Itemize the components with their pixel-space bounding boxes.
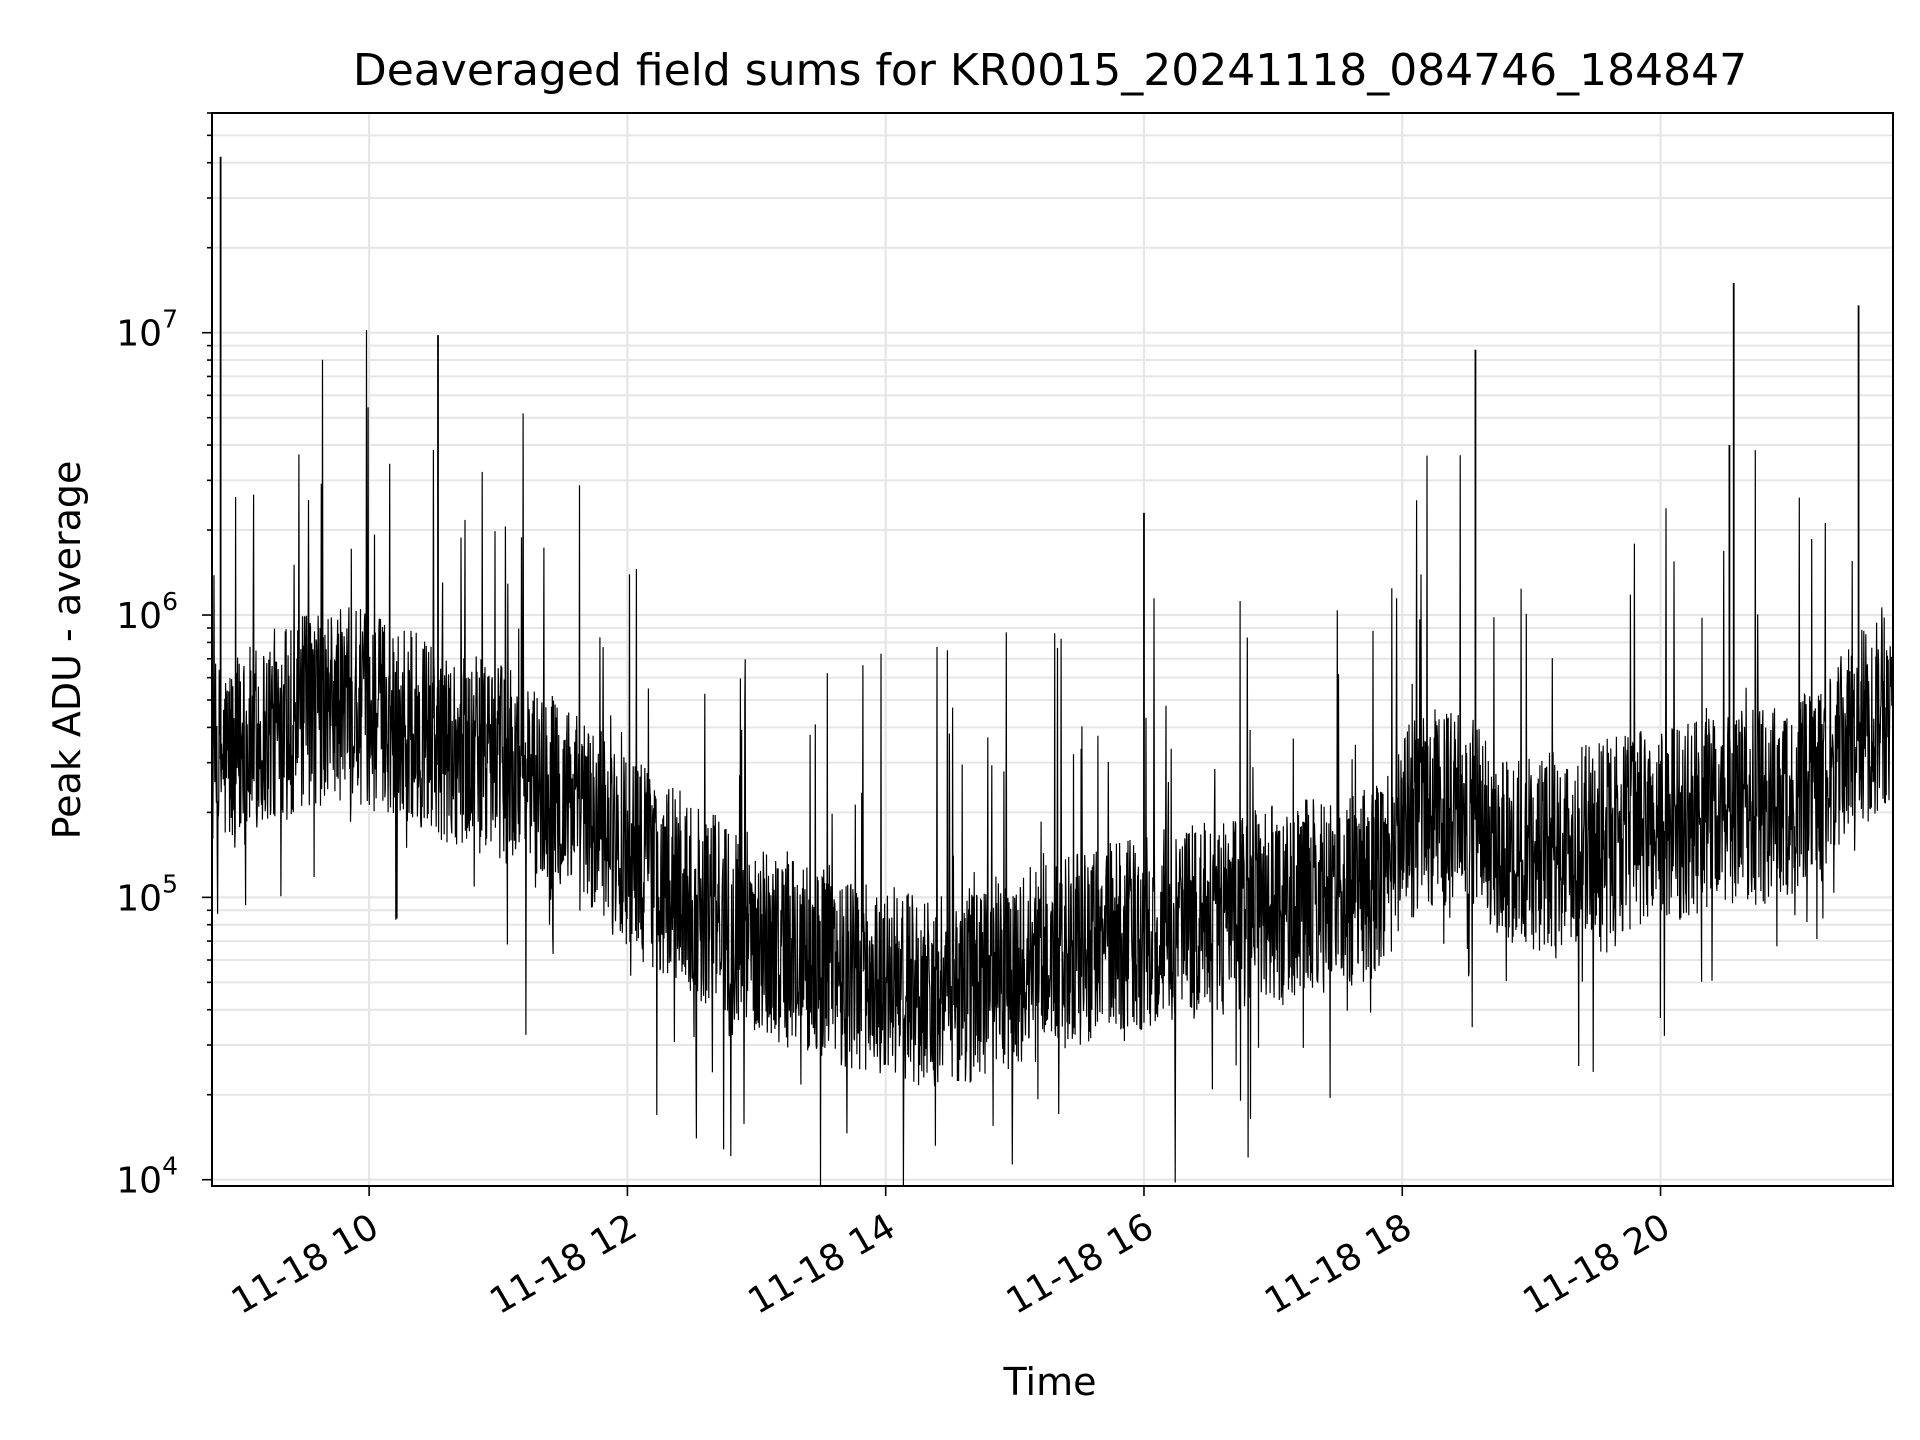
series-line [211,330,1894,1187]
y-tick-base: 10 [116,878,162,919]
chart-title: Deaveraged field sums for KR0015_2024111… [353,45,1747,96]
plot-layer [211,156,1894,1187]
y-tick-base: 10 [116,1161,162,1202]
y-tick-label: 107 [116,305,178,355]
y-tick-label: 106 [116,587,178,637]
x-axis-label: Time [1003,1360,1097,1404]
y-tick-exponent: 6 [162,587,178,616]
y-axis-label: Peak ADU - average [45,461,89,840]
y-tick-label: 105 [116,869,178,919]
y-tick-label: 104 [116,1152,178,1202]
y-tick-exponent: 4 [162,1152,178,1181]
y-tick-exponent: 7 [162,305,178,334]
plot-frame [211,112,1894,1187]
y-tick-base: 10 [116,314,162,355]
y-tick-base: 10 [116,596,162,637]
y-tick-exponent: 5 [162,869,178,898]
